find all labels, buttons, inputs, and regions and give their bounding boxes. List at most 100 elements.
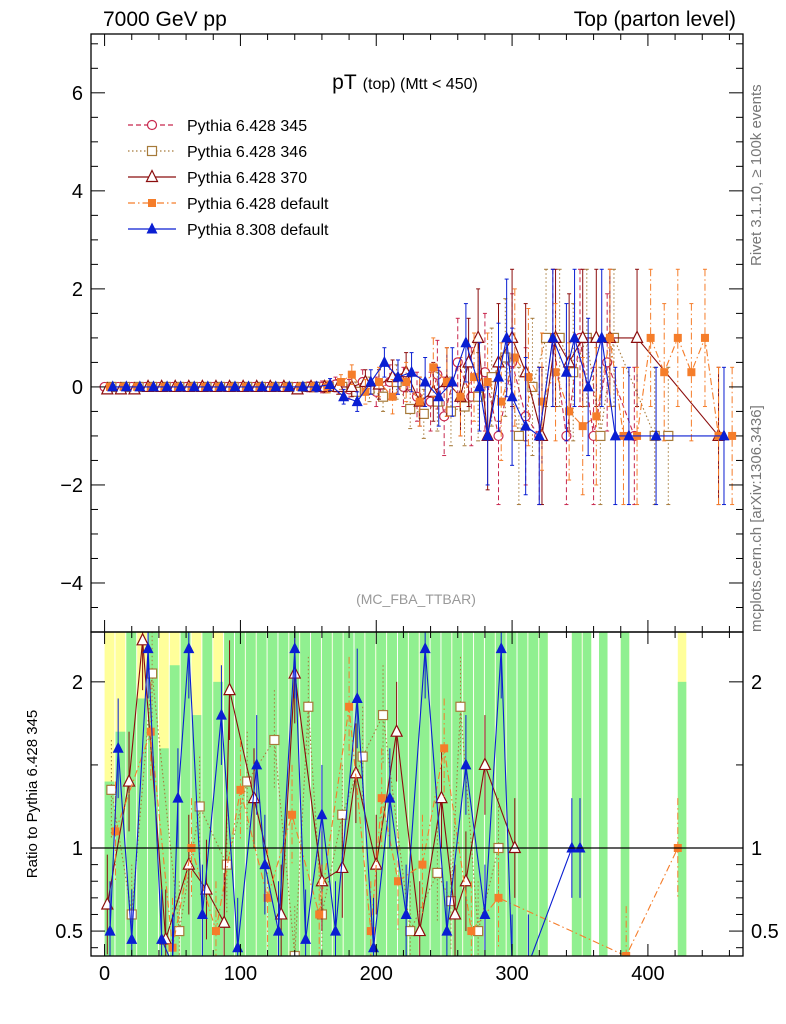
ratio-point (217, 914, 231, 928)
data-point (120, 380, 132, 392)
ratio-point (459, 873, 473, 887)
data-point (565, 407, 574, 416)
ratio-point (196, 907, 208, 919)
data-point (537, 397, 546, 406)
y-tick-label: 4 (72, 181, 83, 203)
data-point (660, 368, 669, 377)
data-point (402, 378, 411, 387)
ratio-point (183, 642, 195, 654)
green-band-bar (300, 632, 311, 956)
y-tick-label: 2 (72, 279, 83, 301)
green-band-bar (528, 632, 539, 956)
data-point (134, 380, 146, 392)
green-band-bar (474, 632, 484, 956)
x-tick-label: 100 (224, 963, 257, 985)
ratio-point (272, 924, 284, 936)
data-point (388, 392, 397, 401)
data-point (270, 380, 282, 392)
data-point (533, 429, 545, 441)
data-point (513, 430, 524, 442)
legend-item: Pythia 6.428 346 (128, 144, 307, 161)
ratio-point (316, 808, 328, 820)
green-band-bar (321, 632, 332, 956)
green-band-bar (539, 632, 548, 956)
data-point (501, 331, 513, 343)
green-band-bar (441, 632, 452, 956)
data-point (493, 370, 504, 382)
ratio-point (167, 958, 178, 969)
ratio-point (366, 927, 375, 936)
ratio-point (432, 867, 443, 879)
data-point (418, 408, 429, 419)
legend-item: Pythia 8.308 default (128, 222, 329, 239)
green-band-bar (224, 632, 234, 956)
data-point (161, 380, 173, 392)
data-point (592, 412, 601, 421)
ratio-point (479, 907, 491, 919)
green-band-bar (571, 632, 582, 956)
green-band-bar (278, 632, 289, 956)
data-point (446, 375, 458, 387)
ratio-point (393, 877, 402, 886)
data-point (347, 370, 356, 379)
ratio-point (441, 924, 453, 936)
ratio-y-tick-label: 0.5 (55, 921, 83, 943)
ratio-y-axis-label: Ratio to Pythia 6.428 345 (24, 710, 41, 878)
ratio-line (106, 640, 516, 940)
green-band-bar (311, 632, 321, 956)
data-point (609, 429, 621, 441)
green-band-bar (452, 632, 463, 956)
green-band-bar (484, 632, 495, 956)
analysis-tag: (MC_FBA_TTBAR) (356, 591, 476, 607)
green-band-bar (115, 731, 126, 956)
ratio-point (335, 860, 349, 874)
ratio-point (112, 741, 124, 753)
main-panel-series (99, 268, 737, 506)
ratio-point (566, 841, 578, 853)
y-tick-label: 0 (72, 377, 83, 399)
data-point (419, 375, 431, 387)
ratio-point (574, 841, 586, 853)
legend-item: Pythia 6.428 default (128, 196, 329, 213)
ratio-point (390, 723, 404, 737)
ratio-point (288, 810, 297, 819)
data-point (442, 378, 451, 387)
data-point (415, 397, 424, 406)
data-point (336, 378, 345, 387)
green-band-bar (267, 632, 278, 956)
ratio-point (221, 859, 232, 870)
ratio-point (194, 801, 205, 812)
data-point (582, 380, 594, 392)
data-point (578, 422, 587, 431)
green-band-bar (495, 632, 506, 956)
ratio-point (418, 860, 427, 869)
green-band-bar (599, 632, 608, 956)
green-band-bar (169, 665, 180, 956)
ratio-point (495, 642, 507, 654)
ratio-point (413, 923, 427, 937)
y-tick-label: −4 (60, 573, 83, 595)
data-point (623, 429, 635, 441)
legend-marker (146, 222, 158, 234)
data-point (351, 395, 363, 407)
ratio-point (419, 642, 431, 654)
data-point (456, 392, 465, 401)
green-band-bar (463, 632, 474, 956)
legend-label: Pythia 6.428 370 (187, 170, 307, 187)
data-point (324, 377, 336, 389)
data-point (378, 355, 390, 367)
green-band-bar (180, 632, 191, 956)
green-band-bar (517, 632, 528, 956)
ratio-point (259, 858, 271, 870)
data-point (700, 333, 709, 342)
data-point (429, 363, 438, 372)
ratio-y-tick-label-right: 1 (751, 838, 762, 860)
data-point (510, 353, 519, 362)
green-band-bar (387, 632, 397, 956)
data-point (338, 390, 350, 402)
ratio-point (405, 925, 416, 937)
collision-energy-label: 7000 GeV pp (103, 8, 227, 31)
data-point (229, 380, 241, 392)
green-band-bar (677, 681, 687, 956)
